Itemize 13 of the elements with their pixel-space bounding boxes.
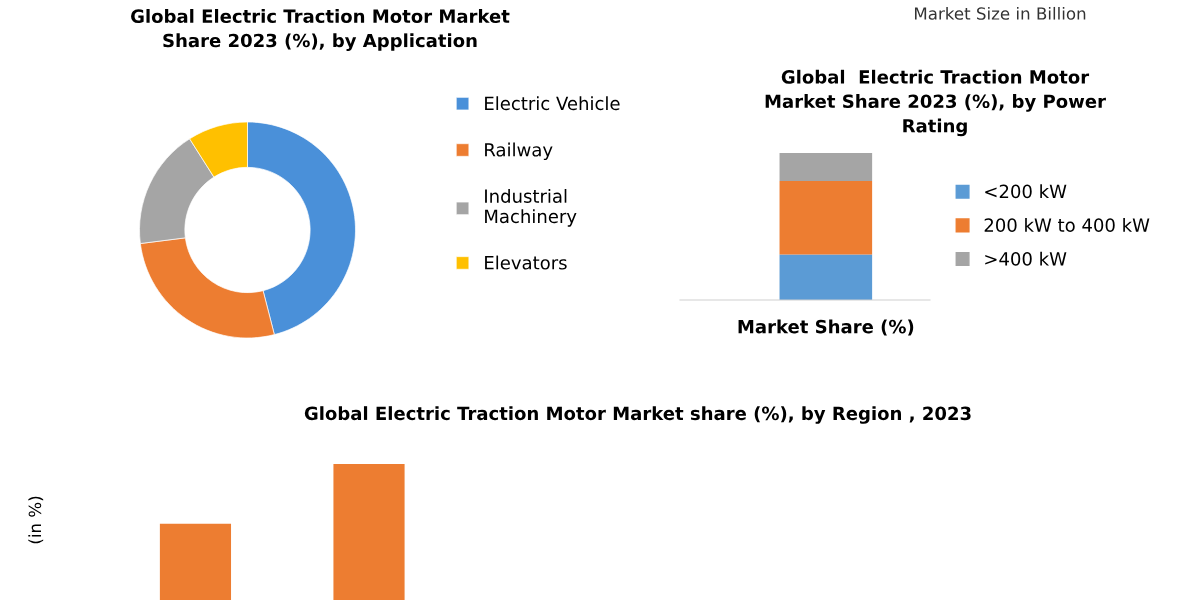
legend-label: Electric Vehicle [485, 96, 620, 111]
legend-label: 200 kW to 400 kW [984, 217, 1150, 232]
text: Global Electric Traction Motor Market Share 2023 (%), by Power Rating [765, 69, 1106, 137]
chart-title: Global Electric Traction Motor Market Share 2023 (%), by Application [131, 9, 510, 51]
y-axis-title: (in %) [28, 496, 44, 544]
text: Global Electric Traction Motor Market share (%), by Region , 2023 [304, 406, 971, 424]
legend-label: Railway [485, 142, 553, 161]
text: Market Size in Billion [914, 6, 1086, 20]
legend-label: >400 kW [985, 251, 1067, 266]
legend-label: Industrial Machinery [485, 188, 577, 227]
x-tick-label: Market Share (%) [738, 319, 914, 336]
legend-label: <200 kW [985, 184, 1067, 199]
legend-label: Elevators [485, 255, 567, 270]
